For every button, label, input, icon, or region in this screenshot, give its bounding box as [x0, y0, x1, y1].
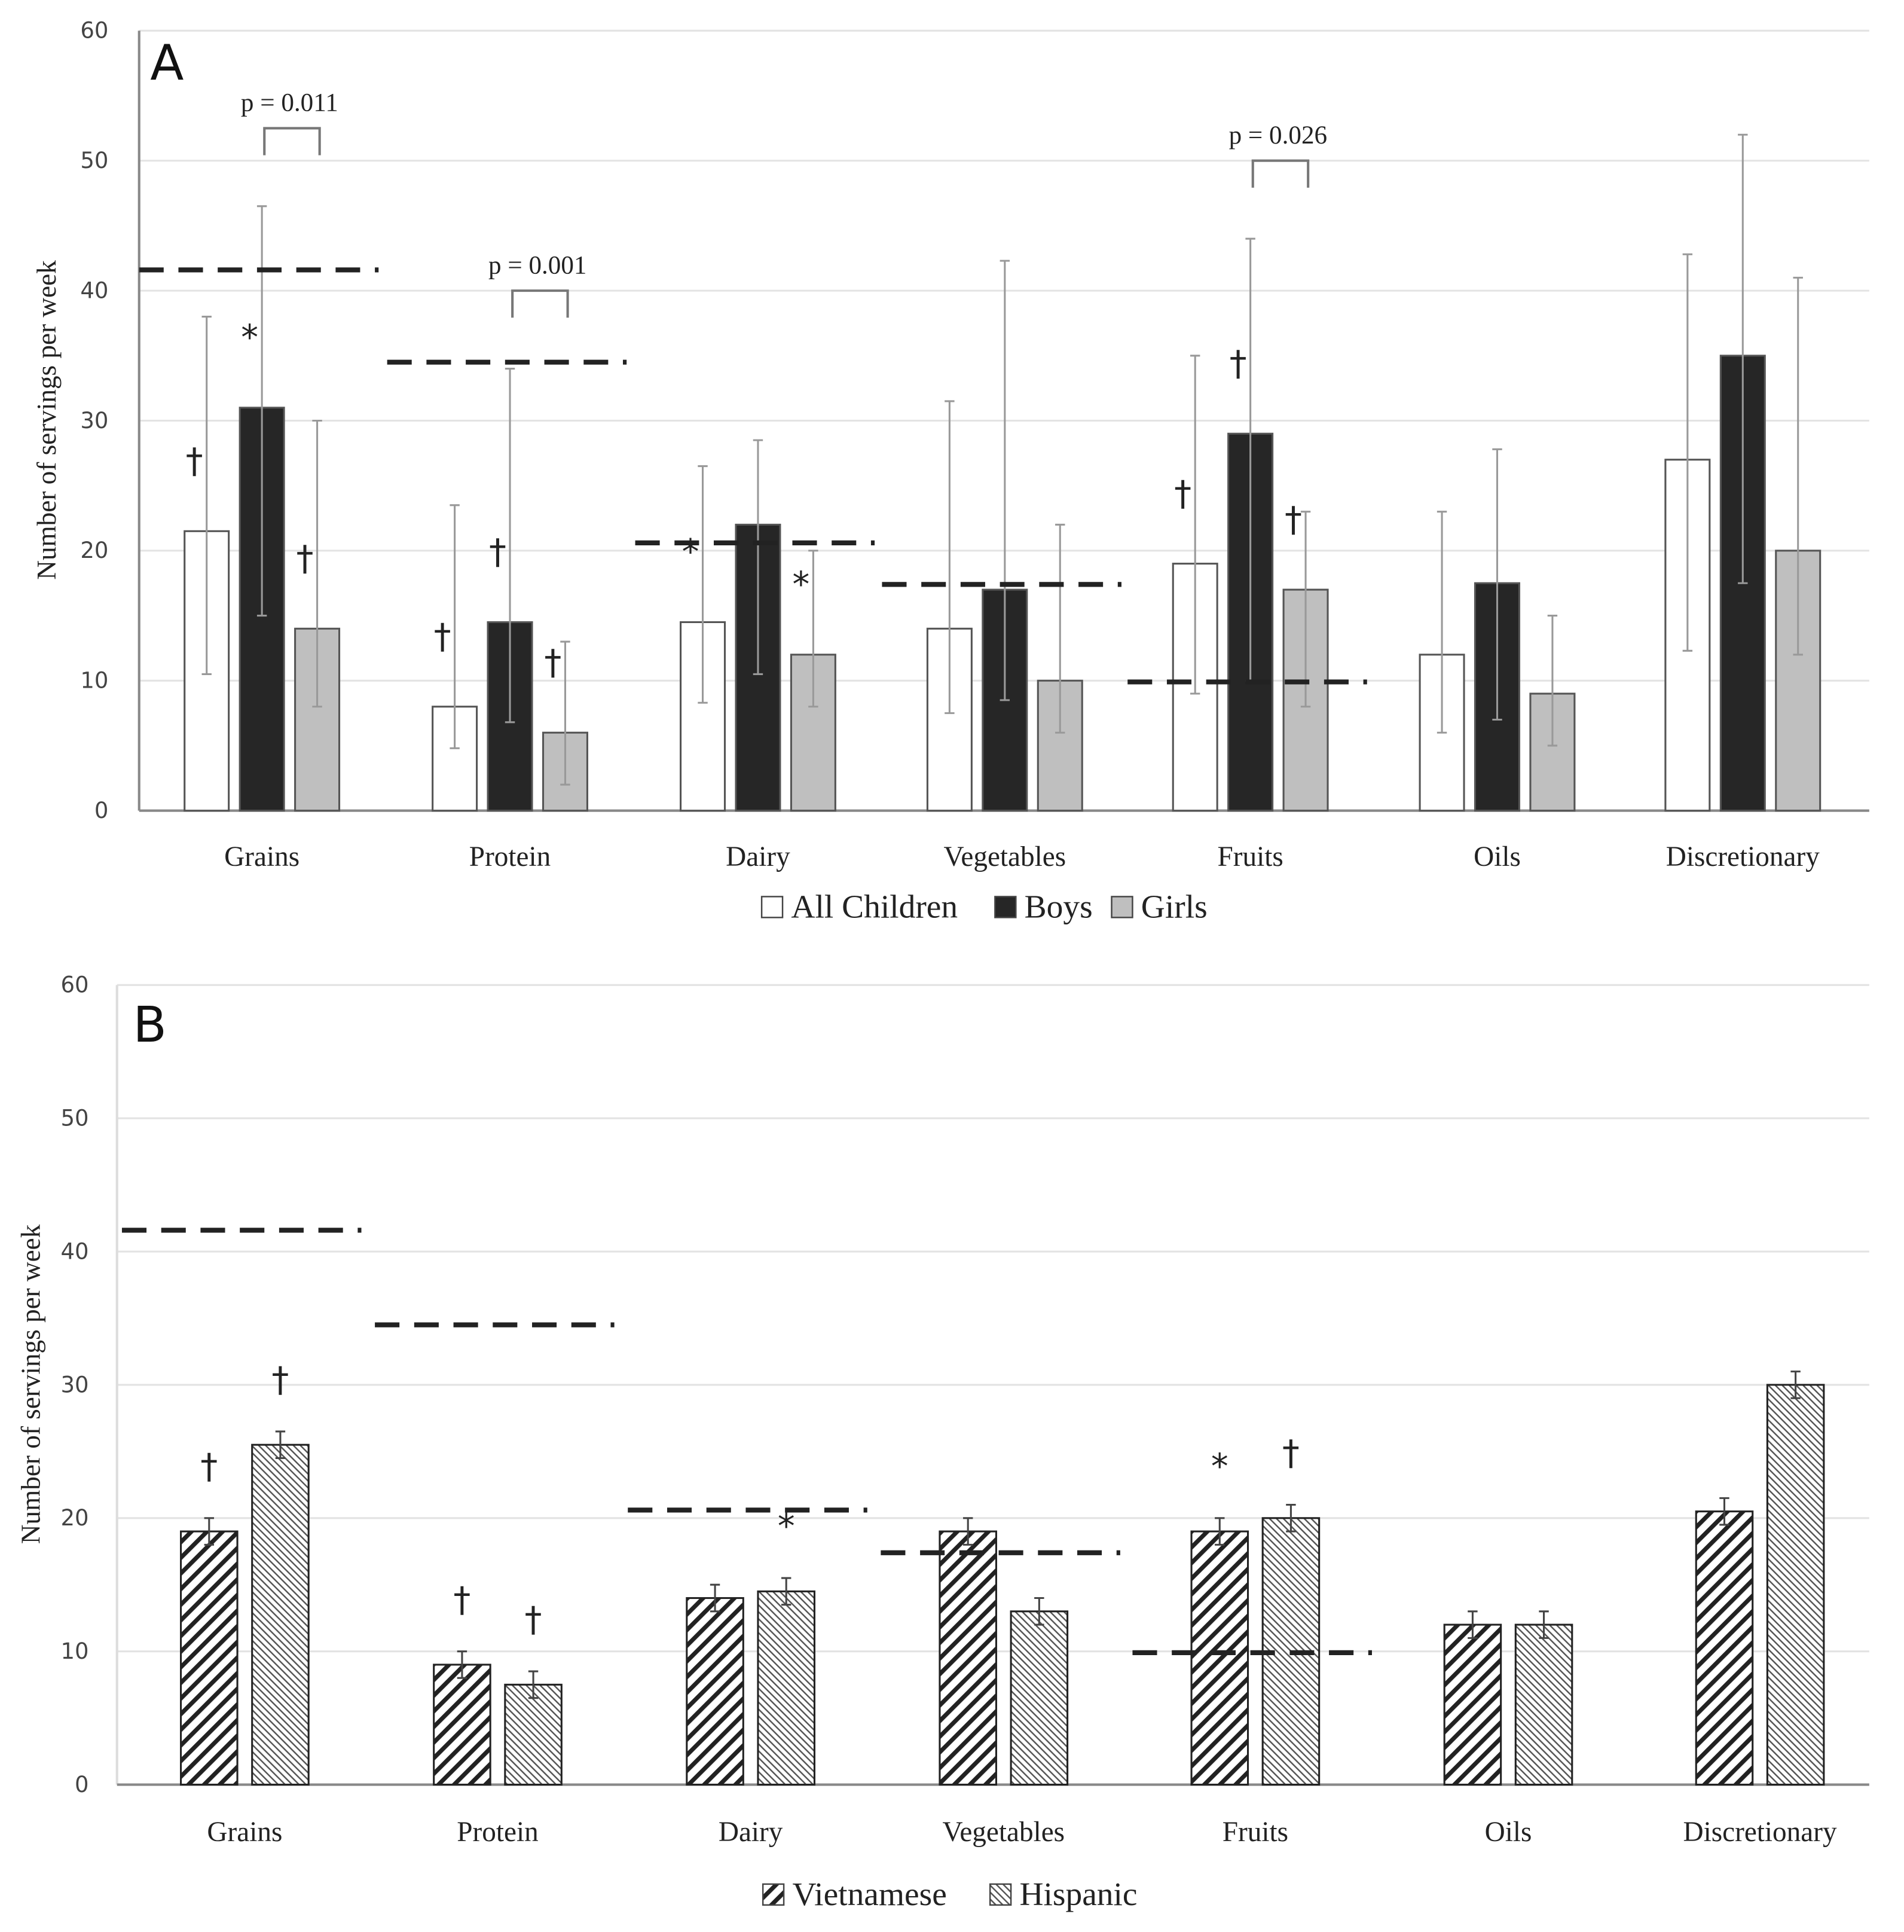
- bar-hispanic: [1514, 1623, 1573, 1786]
- y-tick-label: 60: [60, 972, 88, 998]
- comparison-bracket: [1251, 159, 1310, 188]
- significance-asterisk: *: [241, 318, 258, 358]
- legend-swatch: [994, 896, 1017, 918]
- x-tick-label: Vegetables: [942, 1817, 1065, 1848]
- x-tick-label: Dairy: [719, 1817, 783, 1848]
- significance-dagger: †: [1174, 474, 1191, 514]
- x-tick-label: Discretionary: [1683, 1817, 1837, 1848]
- panel-label: B: [133, 997, 166, 1054]
- p-value-label: p = 0.001: [488, 251, 586, 279]
- significance-asterisk: *: [1211, 1446, 1228, 1487]
- bar-hispanic: [757, 1590, 815, 1786]
- bar-vietnamese: [939, 1530, 997, 1786]
- significance-dagger: †: [525, 1600, 542, 1640]
- x-tick-label: Dairy: [726, 841, 790, 872]
- chart-b: 0 10 20 30 40 50 60 B Number of servings per wee…: [16, 972, 1869, 1912]
- p-value-label: p = 0.026: [1229, 121, 1327, 149]
- y-tick-label: 50: [80, 148, 108, 173]
- x-tick-label: Oils: [1474, 841, 1521, 872]
- bar-vietnamese: [180, 1530, 239, 1786]
- significance-asterisk: *: [778, 1506, 795, 1546]
- significance-dagger: †: [545, 642, 562, 682]
- y-tick-label: 60: [80, 18, 108, 44]
- x-tick-label: Fruits: [1218, 841, 1283, 872]
- legend: All Children Boys Girls: [760, 888, 1208, 924]
- significance-dagger: †: [434, 616, 451, 657]
- x-tick-label: Grains: [224, 841, 299, 872]
- y-tick-label: 30: [60, 1372, 88, 1397]
- significance-asterisk: *: [682, 532, 699, 572]
- bar-hispanic: [1010, 1610, 1069, 1786]
- legend-swatch: [762, 1883, 785, 1906]
- bar-vietnamese: [1695, 1510, 1754, 1786]
- legend-label: All Children: [791, 888, 958, 924]
- significance-dagger: †: [1230, 343, 1247, 383]
- x-tick-label: Vegetables: [944, 841, 1066, 872]
- legend-label: Girls: [1141, 888, 1208, 924]
- p-value-label: p = 0.011: [241, 89, 338, 117]
- significance-dagger: †: [186, 441, 203, 481]
- legend-label: Hispanic: [1019, 1876, 1137, 1912]
- x-tick-label: Discretionary: [1666, 841, 1820, 872]
- x-tick-label: Protein: [457, 1817, 538, 1848]
- panel-label: A: [150, 35, 184, 92]
- y-tick-label: 0: [75, 1772, 89, 1797]
- chart-a: 0 10 20 30 40 50 60 A Number of servings per wee…: [32, 18, 1869, 924]
- bar-all-children: [680, 621, 726, 812]
- significance-dagger: †: [454, 1580, 471, 1620]
- bar-vietnamese: [686, 1597, 744, 1786]
- legend-swatch: [1111, 896, 1133, 918]
- significance-dagger: †: [489, 532, 506, 572]
- legend-label: Vietnamese: [792, 1876, 946, 1912]
- bar-vietnamese: [1190, 1530, 1249, 1786]
- y-tick-label: 40: [60, 1238, 88, 1264]
- significance-dagger: †: [272, 1360, 289, 1400]
- y-tick-label: 40: [80, 277, 108, 303]
- significance-asterisk: *: [792, 564, 809, 605]
- significance-dagger: †: [1285, 499, 1302, 539]
- significance-dagger: †: [1282, 1433, 1300, 1473]
- x-tick-label: Oils: [1485, 1817, 1532, 1848]
- legend-swatch: [760, 896, 784, 918]
- comparison-bracket: [263, 127, 321, 155]
- legend: Vietnamese Hispanic: [762, 1876, 1138, 1912]
- y-tick-label: 30: [80, 408, 108, 434]
- x-tick-label: Grains: [207, 1817, 282, 1848]
- y-tick-label: 10: [60, 1638, 88, 1664]
- bar-hispanic: [251, 1443, 310, 1786]
- y-tick-label: 10: [80, 668, 108, 694]
- comparison-bracket: [511, 289, 569, 318]
- bar-hispanic: [504, 1683, 563, 1786]
- bar-vietnamese: [1443, 1623, 1502, 1786]
- y-tick-label: 0: [94, 798, 109, 823]
- legend-swatch: [989, 1883, 1012, 1906]
- y-tick-label: 50: [60, 1106, 88, 1131]
- y-tick-label: 20: [80, 538, 108, 563]
- x-tick-label: Fruits: [1223, 1817, 1288, 1848]
- x-tick-label: Protein: [469, 841, 551, 872]
- significance-dagger: †: [297, 539, 314, 579]
- significance-dagger: †: [200, 1446, 218, 1487]
- bar-hispanic: [1766, 1384, 1825, 1786]
- y-axis-label: Number of servings per week: [32, 260, 62, 580]
- legend-label: Boys: [1025, 888, 1093, 924]
- y-tick-label: 20: [60, 1505, 88, 1531]
- bar-vietnamese: [433, 1664, 491, 1786]
- y-axis-label: Number of servings per week: [16, 1224, 45, 1544]
